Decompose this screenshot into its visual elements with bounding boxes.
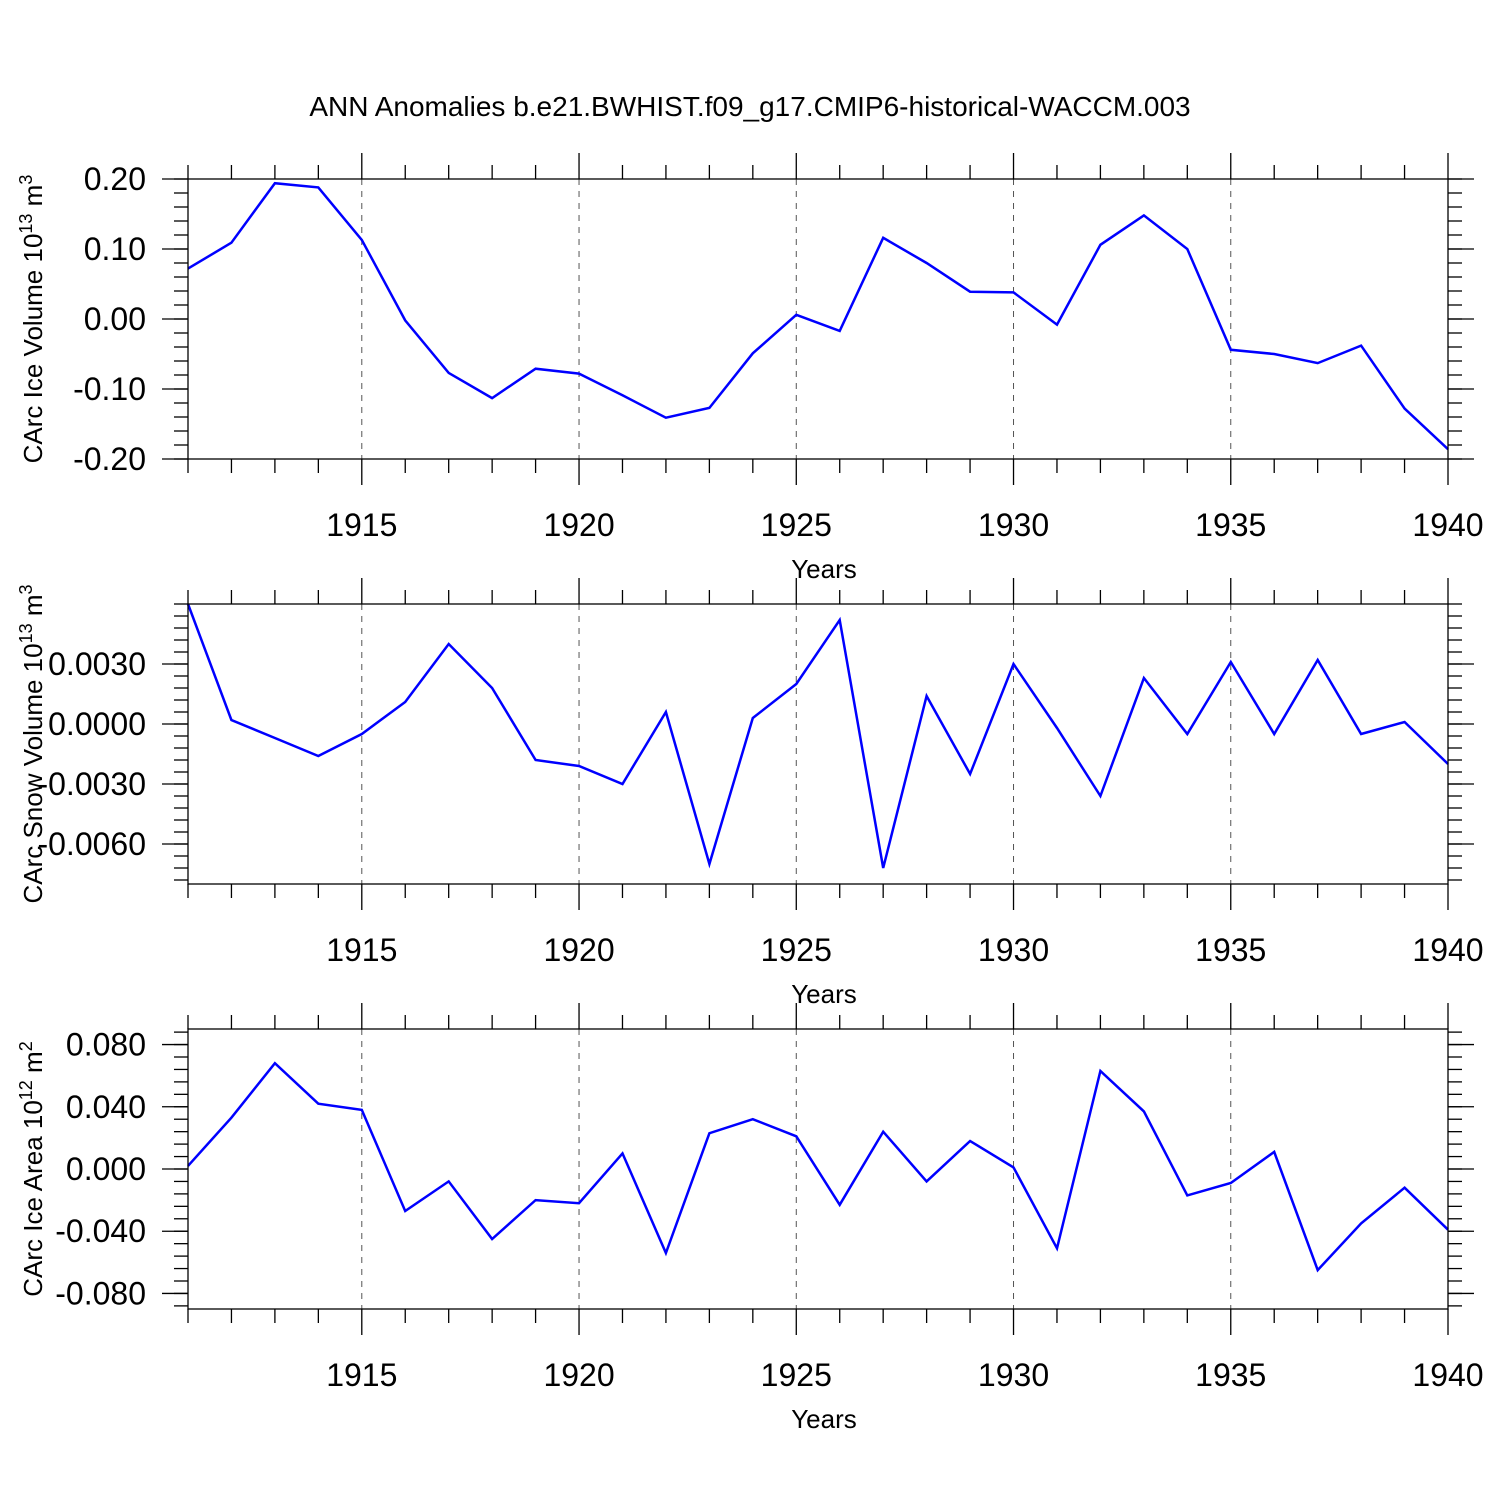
x-tick-label: 1930 xyxy=(978,1357,1049,1393)
x-tick-label: 1935 xyxy=(1195,507,1266,543)
y-tick-label: 0.20 xyxy=(84,161,146,197)
y-tick-label: -0.080 xyxy=(55,1275,146,1311)
chart-title: ANN Anomalies b.e21.BWHIST.f09_g17.CMIP6… xyxy=(309,91,1190,122)
panel-3: -0.080 -0.040 0.000 0.040 0.080 1915 1920 1925 1… xyxy=(16,1003,1484,1434)
panel-1: -0.20 -0.10 0.00 0.10 0.20 1915 1920 1925 1930 19… xyxy=(16,153,1484,584)
x-tick-label: 1925 xyxy=(761,1357,832,1393)
x-tick-label: 1920 xyxy=(543,1357,614,1393)
y-tick-label: -0.0030 xyxy=(37,766,146,802)
y-tick-label: -0.040 xyxy=(55,1213,146,1249)
x-tick-label: 1915 xyxy=(326,1357,397,1393)
x-axis-title: Years xyxy=(791,979,857,1009)
y-tick-label: 0.080 xyxy=(66,1027,146,1063)
x-tick-label: 1915 xyxy=(326,507,397,543)
x-tick-label: 1920 xyxy=(543,507,614,543)
x-tick-label: 1925 xyxy=(761,507,832,543)
series-line xyxy=(186,603,1449,869)
panel-2: -0.0060 -0.0030 0.0000 0.0030 1915 1920 1925 19… xyxy=(16,578,1484,1009)
y-tick-label: -0.0060 xyxy=(37,826,146,862)
y-tick-label: 0.040 xyxy=(66,1089,146,1125)
x-tick-label: 1930 xyxy=(978,507,1049,543)
x-tick-label: 1930 xyxy=(978,932,1049,968)
y-tick-label: -0.10 xyxy=(73,371,146,407)
x-tick-label: 1925 xyxy=(761,932,832,968)
x-axis-title: Years xyxy=(791,1404,857,1434)
plot-frame xyxy=(187,603,1449,885)
x-tick-label: 1940 xyxy=(1412,1357,1483,1393)
x-tick-label: 1915 xyxy=(326,932,397,968)
x-tick-label: 1935 xyxy=(1195,932,1266,968)
y-axis-title: CArc Snow Volume 1013 m3 xyxy=(16,584,48,903)
x-tick-label: 1940 xyxy=(1412,932,1483,968)
x-tick-label: 1935 xyxy=(1195,1357,1266,1393)
plot-frame xyxy=(187,178,1449,460)
y-axis-title: CArc Ice Volume 1013 m3 xyxy=(16,175,48,464)
panels: -0.20 -0.10 0.00 0.10 0.20 1915 1920 1925 1930 19… xyxy=(16,153,1484,1434)
y-tick-label: 0.10 xyxy=(84,231,146,267)
series-line xyxy=(187,1061,1449,1273)
plot-frame xyxy=(187,1028,1449,1310)
x-axis-title: Years xyxy=(791,554,857,584)
y-tick-label: 0.00 xyxy=(84,301,146,337)
y-tick-label: 0.0030 xyxy=(48,646,146,682)
x-tick-label: 1920 xyxy=(543,932,614,968)
y-tick-label: 0.0000 xyxy=(48,706,146,742)
series-line xyxy=(187,181,1449,451)
y-tick-label: 0.000 xyxy=(66,1151,146,1187)
y-axis-title: CArc Ice Area 1012 m2 xyxy=(16,1041,48,1296)
y-tick-label: -0.20 xyxy=(73,441,146,477)
x-tick-label: 1940 xyxy=(1412,507,1483,543)
